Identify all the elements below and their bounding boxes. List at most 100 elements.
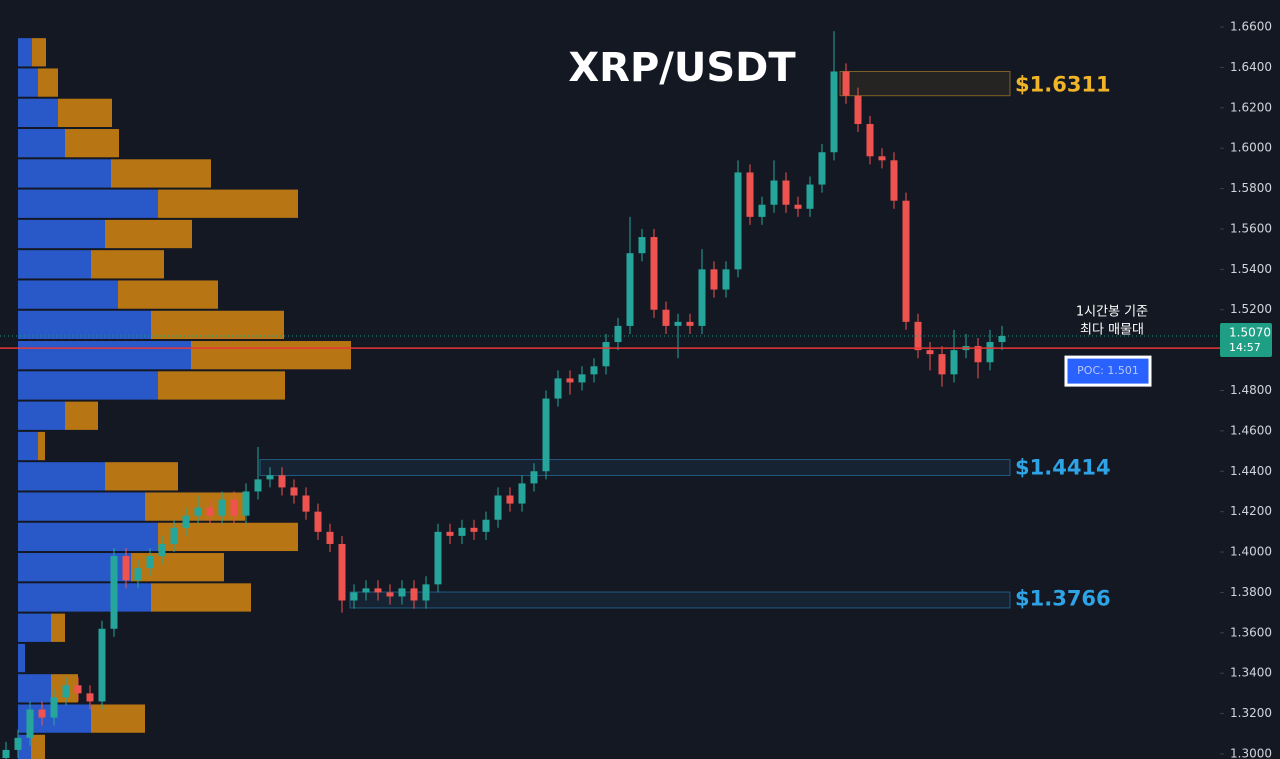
profile-up-bar xyxy=(18,583,151,612)
candle-body xyxy=(830,71,838,153)
profile-up-bar xyxy=(18,98,58,128)
candle-body xyxy=(842,71,850,96)
candle-body xyxy=(638,237,646,254)
last-price-tag xyxy=(1220,322,1272,357)
price-zone xyxy=(839,70,1011,97)
profile-up-bar xyxy=(18,280,118,309)
profile-down-bar xyxy=(91,704,145,733)
candle-body xyxy=(290,487,298,496)
profile-down-bar xyxy=(158,189,298,218)
candle-body xyxy=(26,709,34,738)
candle-body xyxy=(890,160,898,201)
candle-body xyxy=(854,95,862,124)
candle-body xyxy=(242,491,250,516)
candle-body xyxy=(302,495,310,512)
profile-up-bar xyxy=(18,159,111,188)
candle-body xyxy=(722,269,730,290)
y-tick-label: 1.4000 xyxy=(1230,545,1272,559)
volume-profile xyxy=(18,38,351,759)
y-tick-label: 1.3600 xyxy=(1230,625,1272,639)
profile-up-bar xyxy=(18,68,38,97)
candle-body xyxy=(614,325,622,343)
y-tick-label: 1.4800 xyxy=(1230,383,1272,397)
profile-down-bar xyxy=(91,250,164,279)
candle-body xyxy=(590,366,598,375)
countdown-label: 14:57 xyxy=(1229,341,1261,354)
profile-up-bar xyxy=(18,250,91,279)
candle-body xyxy=(950,350,958,375)
profile-up-bar xyxy=(18,431,38,461)
profile-down-bar xyxy=(118,280,218,309)
y-tick-label: 1.5200 xyxy=(1230,302,1272,316)
candle-body xyxy=(146,556,154,569)
candle-body xyxy=(710,269,718,290)
candle-body xyxy=(254,479,262,492)
candle-body xyxy=(986,342,994,363)
poc-label: POC: 1.501 xyxy=(1077,364,1139,377)
profile-down-bar xyxy=(151,583,251,612)
candle-body xyxy=(662,309,670,326)
candle-body xyxy=(518,483,526,504)
candle-body xyxy=(362,588,370,593)
profile-down-bar xyxy=(105,462,178,491)
candle-body xyxy=(818,152,826,185)
y-tick-label: 1.6000 xyxy=(1230,141,1272,155)
candle-body xyxy=(914,321,922,351)
profile-up-bar xyxy=(18,492,145,521)
candle-body xyxy=(86,693,94,702)
profile-down-bar xyxy=(31,734,45,759)
candle-body xyxy=(434,531,442,585)
candle-body xyxy=(938,354,946,375)
candle-body xyxy=(806,184,814,209)
candle-body xyxy=(902,200,910,322)
candle-body xyxy=(398,588,406,597)
y-tick-label: 1.3800 xyxy=(1230,585,1272,599)
candle-body xyxy=(494,495,502,520)
candles xyxy=(2,31,1006,759)
candle-body xyxy=(2,749,10,758)
profile-up-bar xyxy=(18,219,105,249)
last-price-label: 1.5070 xyxy=(1229,325,1271,339)
candle-body xyxy=(314,511,322,532)
candle-body xyxy=(626,253,634,326)
candle-body xyxy=(566,378,574,383)
candle-body xyxy=(62,685,70,698)
candle-body xyxy=(758,204,766,217)
candle-body xyxy=(770,180,778,205)
candle-body xyxy=(506,495,514,504)
candle-body xyxy=(182,515,190,528)
profile-up-bar xyxy=(18,38,32,67)
profile-down-bar xyxy=(65,129,119,158)
candle-body xyxy=(158,543,166,557)
zones: $1.6311 $1.4414 $1.3766 xyxy=(259,70,1111,610)
candle-body xyxy=(482,519,490,532)
candle-body xyxy=(926,350,934,355)
y-tick-label: 1.4400 xyxy=(1230,464,1272,478)
zone-label: $1.4414 xyxy=(1015,455,1111,479)
profile-down-bar xyxy=(58,98,112,128)
y-tick-label: 1.4600 xyxy=(1230,423,1272,437)
candle-body xyxy=(266,475,274,480)
profile-down-bar xyxy=(51,613,65,642)
candle-body xyxy=(650,237,658,310)
y-tick-label: 1.5400 xyxy=(1230,262,1272,276)
y-tick-label: 1.4200 xyxy=(1230,504,1272,518)
candle-body xyxy=(422,584,430,601)
candle-body xyxy=(866,123,874,157)
chart-title: XRP/USDT xyxy=(568,45,796,91)
y-tick-label: 1.5600 xyxy=(1230,221,1272,235)
profile-down-bar xyxy=(32,38,46,67)
candle-body xyxy=(230,499,238,516)
profile-up-bar xyxy=(18,341,191,370)
profile-down-bar xyxy=(158,371,285,400)
profile-up-bar xyxy=(18,401,65,430)
candle-body xyxy=(530,471,538,484)
profile-up-bar xyxy=(18,643,25,673)
candle-body xyxy=(602,342,610,367)
candle-body xyxy=(686,321,694,326)
annotation: 최다 매물대 xyxy=(1080,323,1144,338)
candle-body xyxy=(350,592,358,601)
candle-body xyxy=(746,172,754,217)
candle-body xyxy=(578,374,586,383)
